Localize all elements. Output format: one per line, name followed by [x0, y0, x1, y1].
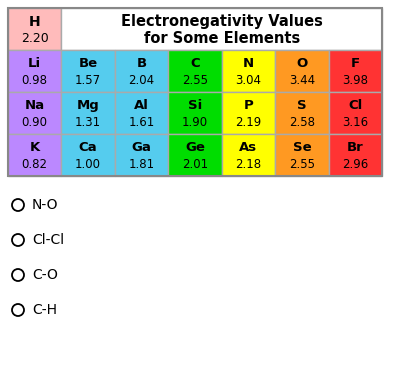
- Text: Cl: Cl: [348, 99, 362, 113]
- Bar: [168, 92, 222, 134]
- Text: S: S: [297, 99, 307, 113]
- Bar: [61, 8, 382, 50]
- Text: Si: Si: [188, 99, 202, 113]
- Bar: [8, 50, 61, 92]
- Bar: [115, 50, 168, 92]
- Text: 0.82: 0.82: [22, 158, 48, 171]
- Text: O: O: [296, 57, 307, 70]
- Bar: [329, 134, 382, 176]
- Text: Ga: Ga: [132, 141, 152, 154]
- Text: 2.19: 2.19: [235, 116, 262, 129]
- Bar: [222, 50, 275, 92]
- Bar: [61, 50, 115, 92]
- Text: Be: Be: [79, 57, 98, 70]
- Text: N: N: [243, 57, 254, 70]
- Text: 0.90: 0.90: [22, 116, 48, 129]
- Text: 1.90: 1.90: [182, 116, 208, 129]
- Text: Al: Al: [134, 99, 149, 113]
- Text: Li: Li: [28, 57, 41, 70]
- Bar: [275, 50, 329, 92]
- Bar: [8, 134, 61, 176]
- Text: 2.55: 2.55: [182, 74, 208, 87]
- Text: 2.01: 2.01: [182, 158, 208, 171]
- Text: 1.31: 1.31: [75, 116, 101, 129]
- Bar: [168, 50, 222, 92]
- Text: P: P: [244, 99, 253, 113]
- Text: As: As: [239, 141, 257, 154]
- Text: 1.00: 1.00: [75, 158, 101, 171]
- Text: C-H: C-H: [32, 303, 57, 317]
- Text: 3.44: 3.44: [289, 74, 315, 87]
- Text: Cl-Cl: Cl-Cl: [32, 233, 64, 247]
- Text: 1.81: 1.81: [129, 158, 154, 171]
- Text: H: H: [29, 15, 40, 29]
- Text: Br: Br: [347, 141, 364, 154]
- Text: 2.20: 2.20: [21, 32, 49, 45]
- Text: 2.96: 2.96: [342, 158, 368, 171]
- Text: K: K: [29, 141, 40, 154]
- Text: 2.55: 2.55: [289, 158, 315, 171]
- Text: Se: Se: [292, 141, 311, 154]
- Text: Ca: Ca: [79, 141, 97, 154]
- Text: 3.98: 3.98: [342, 74, 368, 87]
- Bar: [222, 92, 275, 134]
- Bar: [222, 134, 275, 176]
- Text: Ge: Ge: [185, 141, 205, 154]
- Bar: [61, 134, 115, 176]
- Bar: [8, 8, 382, 176]
- Text: 1.57: 1.57: [75, 74, 101, 87]
- Text: B: B: [136, 57, 147, 70]
- Text: Mg: Mg: [77, 99, 99, 113]
- Circle shape: [12, 269, 24, 281]
- Bar: [115, 92, 168, 134]
- Text: for Some Elements: for Some Elements: [143, 31, 300, 46]
- Bar: [8, 8, 61, 50]
- Bar: [61, 92, 115, 134]
- Text: Na: Na: [25, 99, 45, 113]
- Text: C: C: [190, 57, 200, 70]
- Text: 0.98: 0.98: [22, 74, 48, 87]
- Bar: [115, 134, 168, 176]
- Circle shape: [12, 304, 24, 316]
- Text: 3.16: 3.16: [342, 116, 368, 129]
- Text: 2.18: 2.18: [235, 158, 261, 171]
- Bar: [329, 50, 382, 92]
- Bar: [275, 134, 329, 176]
- Circle shape: [12, 199, 24, 211]
- Bar: [168, 134, 222, 176]
- Bar: [329, 92, 382, 134]
- Text: C-O: C-O: [32, 268, 58, 282]
- Text: 1.61: 1.61: [129, 116, 155, 129]
- Text: 3.04: 3.04: [235, 74, 261, 87]
- Text: N-O: N-O: [32, 198, 59, 212]
- Circle shape: [12, 234, 24, 246]
- Bar: [8, 92, 61, 134]
- Text: Electronegativity Values: Electronegativity Values: [121, 14, 323, 29]
- Bar: [275, 92, 329, 134]
- Text: 2.04: 2.04: [129, 74, 154, 87]
- Text: 2.58: 2.58: [289, 116, 315, 129]
- Text: F: F: [351, 57, 360, 70]
